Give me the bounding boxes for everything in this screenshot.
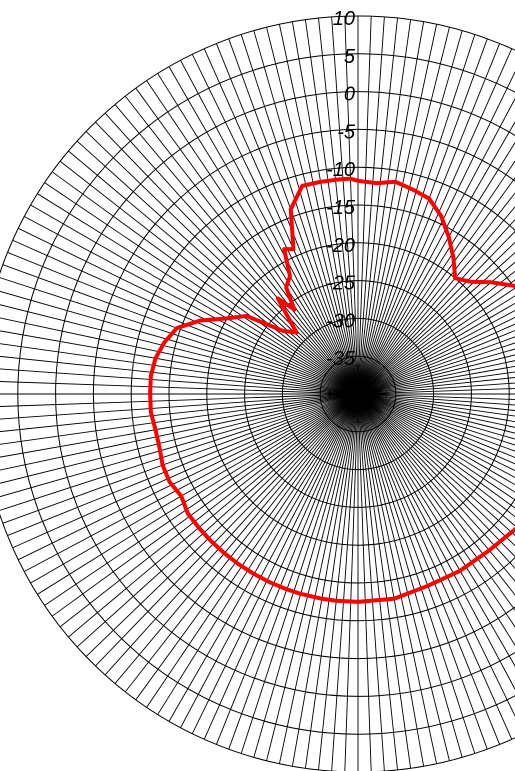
angular-grid-line: [357, 393, 515, 452]
angular-grid-line: [357, 393, 515, 423]
angular-grid-line: [357, 393, 515, 486]
angular-grid-line: [357, 393, 515, 406]
angular-grid-line: [357, 393, 515, 458]
angular-grid-line: [357, 393, 515, 478]
angular-grid-line: [357, 377, 515, 395]
angular-grid-line: [357, 354, 515, 395]
angular-grid: [0, 16, 515, 771]
radial-tick-label: -5: [337, 121, 356, 143]
angular-grid-line: [0, 304, 359, 395]
angular-grid-line: [357, 177, 515, 395]
radial-grid-ring: [92, 128, 515, 660]
angular-grid-line: [357, 261, 515, 395]
angular-grid-line: [357, 393, 515, 400]
radial-tick-label: 0: [344, 84, 355, 106]
radial-grid-ring: [319, 355, 397, 433]
angular-grid-line: [357, 336, 515, 395]
angular-grid-line: [357, 393, 515, 472]
radial-grid-ring: [55, 91, 515, 697]
angular-grid-line: [357, 388, 515, 395]
angular-grid-line: [357, 160, 515, 395]
radial-tick-label: 10: [333, 8, 355, 30]
angular-grid-line: [357, 393, 515, 446]
radial-tick-label: -25: [326, 273, 356, 295]
radial-grid-ring: [17, 53, 515, 735]
radial-tick-label: -35: [326, 348, 356, 370]
angular-grid-line: [357, 393, 515, 493]
angular-grid-line: [357, 348, 515, 395]
angular-grid-line: [357, 393, 515, 465]
angular-grid-line: [357, 393, 515, 428]
radial-grid-ring: [168, 204, 515, 584]
radial-grid-ring: [206, 242, 510, 546]
angular-grid-line: [357, 393, 515, 440]
radial-tick-label: 5: [344, 46, 356, 68]
angular-grid-line: [357, 310, 515, 395]
angular-grid-line: [357, 342, 515, 395]
angular-grid-line: [357, 302, 515, 395]
radial-tick-label: -15: [326, 197, 356, 219]
angular-grid-line: [357, 365, 515, 395]
angular-grid-line: [0, 393, 359, 484]
radial-grid-ring: [0, 15, 515, 771]
angular-grid-line: [357, 393, 515, 411]
radial-grid-ring: [130, 166, 515, 622]
radial-tick-label: -20: [326, 235, 355, 257]
angular-grid-line: [357, 330, 515, 395]
angular-grid-line: [357, 393, 515, 434]
radial-tick-label: -30: [326, 310, 355, 332]
radial-grid-rings: [0, 15, 515, 771]
radial-grid-ring: [281, 317, 435, 471]
pattern-trace: [148, 176, 515, 604]
angular-grid-line: [357, 393, 515, 417]
radial-grid-ring: [244, 280, 472, 508]
angular-grid-line: [357, 360, 515, 395]
angular-grid-line: [357, 382, 515, 395]
angular-grid-line: [357, 371, 515, 395]
angular-grid-line: [357, 323, 515, 395]
radial-tick-labels: 10 5 0 -5 -10 -15 -20 -25 -30 -35: [326, 8, 356, 370]
angular-grid-line: [357, 316, 515, 395]
angular-grid-line: [0, 277, 359, 395]
radial-tick-label: -10: [326, 159, 355, 181]
angular-grid-line: [357, 295, 515, 395]
